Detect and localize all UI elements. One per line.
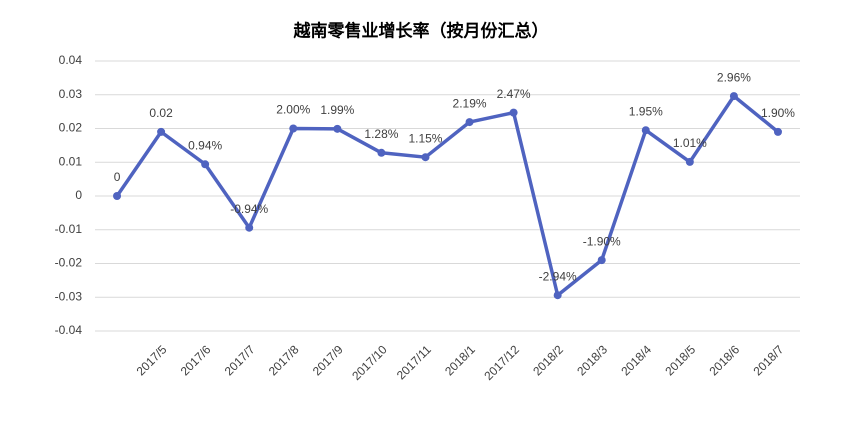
data-label: 0.02 xyxy=(149,106,173,120)
y-tick-label: 0.01 xyxy=(59,154,83,168)
data-label: -2.94% xyxy=(539,269,577,283)
data-label: 2.00% xyxy=(276,103,310,117)
data-point xyxy=(773,127,782,136)
data-label: 1.90% xyxy=(761,106,795,120)
y-tick-label: -0.04 xyxy=(55,323,83,337)
data-label: 2.19% xyxy=(453,96,487,110)
data-label: -1.90% xyxy=(583,234,621,248)
data-point xyxy=(509,108,518,117)
data-point xyxy=(333,124,342,133)
data-label: 1.95% xyxy=(629,104,663,118)
data-point xyxy=(289,124,298,133)
chart-title: 越南零售业增长率（按月份汇总） xyxy=(293,20,549,40)
data-label: 1.99% xyxy=(320,103,354,117)
data-label: 1.28% xyxy=(364,127,398,141)
y-tick-label: 0.02 xyxy=(59,121,83,135)
data-point xyxy=(597,256,606,265)
y-tick-label: 0 xyxy=(75,188,82,202)
data-label: 1.15% xyxy=(408,131,442,145)
data-point xyxy=(641,126,650,135)
data-point xyxy=(729,92,738,101)
y-tick-label: -0.01 xyxy=(55,222,83,236)
data-label: 1.01% xyxy=(673,136,707,150)
data-label: 2.96% xyxy=(717,70,751,84)
data-point xyxy=(201,160,210,169)
data-point xyxy=(113,192,122,200)
data-point xyxy=(465,118,474,127)
y-tick-label: -0.03 xyxy=(55,289,83,303)
y-tick-label: -0.02 xyxy=(55,256,83,270)
data-label: 0 xyxy=(114,170,121,184)
data-label: 0.94% xyxy=(188,138,222,152)
data-point xyxy=(377,148,386,157)
y-tick-label: 0.04 xyxy=(59,53,83,67)
data-label: 2.47% xyxy=(497,87,531,101)
data-point xyxy=(421,153,430,162)
data-line xyxy=(115,94,780,297)
data-label: -0.94% xyxy=(230,202,268,216)
data-point xyxy=(157,127,166,136)
y-tick-label: 0.03 xyxy=(59,87,83,101)
data-point xyxy=(553,291,562,300)
data-point xyxy=(245,223,254,232)
data-point xyxy=(685,157,694,166)
